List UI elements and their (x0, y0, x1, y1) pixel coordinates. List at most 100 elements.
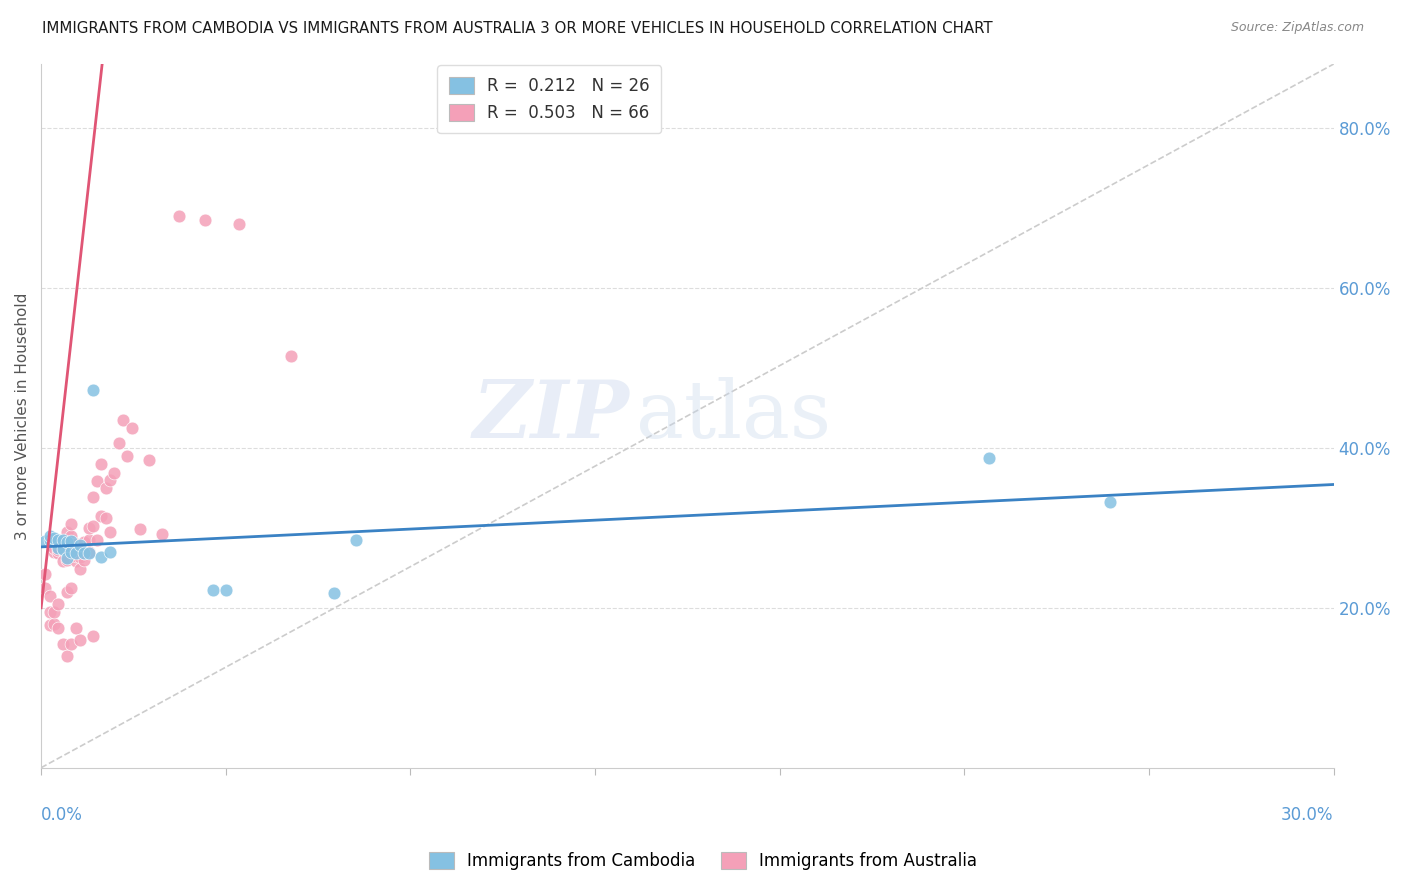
Point (103, 467, 125, 481)
Point (94, 481, 117, 495)
Point (52, 533, 75, 547)
Point (52, 542, 75, 557)
Point (42, 533, 65, 547)
Point (46, 533, 69, 547)
Point (98, 545, 121, 559)
Point (138, 453, 160, 467)
Point (60, 534, 83, 549)
Point (86, 533, 108, 547)
Point (42, 605, 65, 619)
Point (90, 508, 112, 523)
Point (52, 533, 75, 547)
Point (60, 529, 83, 543)
Point (46, 543, 69, 558)
Point (228, 217, 250, 231)
Point (46, 541, 69, 555)
Point (42, 531, 65, 545)
Point (52, 543, 75, 558)
Point (150, 527, 173, 541)
Point (86, 475, 108, 489)
Point (90, 457, 112, 471)
Point (1098, 495, 1121, 509)
Point (65, 546, 87, 560)
Point (98, 524, 121, 539)
Point (46, 621, 69, 635)
Legend: R =  0.212   N = 26, R =  0.503   N = 66: R = 0.212 N = 26, R = 0.503 N = 66 (437, 65, 661, 134)
Point (56, 538, 79, 552)
Point (69, 538, 91, 552)
Point (94, 511, 117, 525)
Point (280, 349, 302, 363)
Point (56, 553, 79, 567)
Point (90, 550, 112, 565)
Y-axis label: 3 or more Vehicles in Household: 3 or more Vehicles in Household (15, 293, 30, 540)
Point (56, 551, 79, 566)
Point (82, 491, 104, 505)
Point (34, 567, 56, 582)
Text: ZIP: ZIP (472, 377, 630, 455)
Point (117, 449, 139, 463)
Point (42, 535, 65, 549)
Point (60, 637, 83, 651)
Point (69, 632, 91, 647)
Point (77, 546, 100, 560)
Point (65, 621, 87, 635)
Point (38, 605, 60, 619)
Point (56, 524, 79, 539)
Point (38, 589, 60, 603)
Point (60, 516, 83, 531)
Point (46, 546, 69, 560)
Point (42, 616, 65, 631)
Point (52, 637, 75, 651)
Text: IMMIGRANTS FROM CAMBODIA VS IMMIGRANTS FROM AUSTRALIA 3 OR MORE VEHICLES IN HOUS: IMMIGRANTS FROM CAMBODIA VS IMMIGRANTS F… (42, 21, 993, 36)
Point (65, 554, 87, 568)
Point (60, 581, 83, 595)
Text: 0.0%: 0.0% (41, 806, 83, 824)
Point (129, 523, 152, 537)
Point (344, 533, 367, 547)
Point (38, 618, 60, 632)
Point (98, 473, 121, 487)
Point (202, 583, 225, 598)
Point (34, 581, 56, 595)
Point (52, 554, 75, 568)
Point (69, 562, 91, 576)
Point (215, 583, 238, 598)
Point (194, 213, 217, 227)
Point (77, 533, 100, 547)
Point (82, 629, 104, 643)
Point (56, 535, 79, 549)
Point (167, 209, 190, 223)
Point (73, 546, 96, 560)
Point (107, 436, 129, 450)
Point (73, 546, 96, 560)
Point (34, 534, 56, 549)
Point (73, 553, 96, 567)
Text: 30.0%: 30.0% (1281, 806, 1334, 824)
Point (82, 384, 104, 398)
Text: Source: ZipAtlas.com: Source: ZipAtlas.com (1230, 21, 1364, 34)
Point (323, 586, 346, 600)
Point (42, 541, 65, 555)
Point (60, 545, 83, 559)
Point (46, 533, 69, 547)
Point (65, 549, 87, 563)
Point (111, 413, 134, 427)
Text: atlas: atlas (636, 377, 831, 455)
Point (65, 537, 87, 551)
Point (77, 521, 100, 535)
Point (42, 545, 65, 559)
Point (38, 529, 60, 543)
Point (60, 543, 83, 558)
Point (73, 535, 96, 549)
Point (56, 648, 79, 663)
Point (121, 421, 143, 435)
Point (56, 584, 79, 599)
Point (52, 538, 75, 552)
Point (977, 451, 1000, 466)
Point (77, 545, 100, 559)
Legend: Immigrants from Cambodia, Immigrants from Australia: Immigrants from Cambodia, Immigrants fro… (422, 845, 984, 877)
Point (38, 533, 60, 547)
Point (82, 519, 104, 533)
Point (69, 549, 91, 564)
